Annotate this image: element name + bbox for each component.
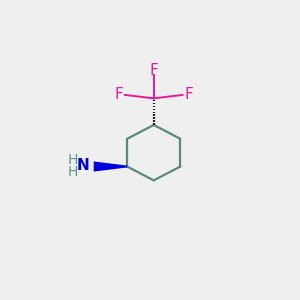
Text: H: H [68,153,78,166]
Text: F: F [185,87,194,102]
Text: H: H [68,165,78,179]
Text: F: F [149,63,158,78]
Polygon shape [94,161,127,172]
Text: N: N [77,158,90,173]
Text: F: F [114,87,123,102]
